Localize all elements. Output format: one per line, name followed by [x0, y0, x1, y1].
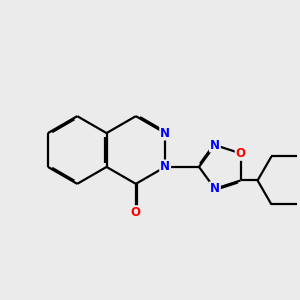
Text: N: N: [210, 182, 220, 195]
Text: N: N: [210, 139, 220, 152]
Text: O: O: [131, 206, 141, 219]
Text: N: N: [160, 160, 170, 173]
Text: O: O: [236, 147, 246, 160]
Text: N: N: [160, 127, 170, 140]
